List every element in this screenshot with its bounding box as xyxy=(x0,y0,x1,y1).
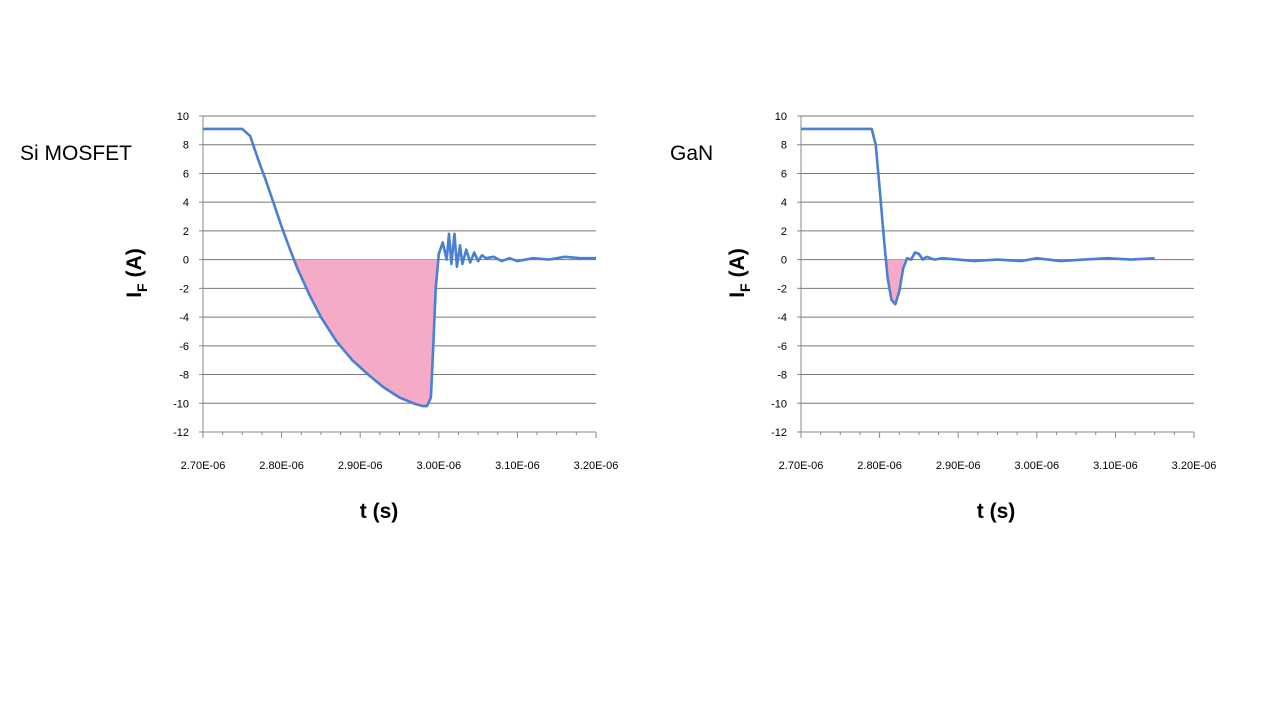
si-mosfet-current-line xyxy=(203,127,596,408)
gan-y-tick-label: -6 xyxy=(777,341,787,353)
si-mosfet-label: Si MOSFET xyxy=(20,142,132,165)
si-mosfet-y-tick-label: 0 xyxy=(183,255,189,267)
si-mosfet-x-tick-label: 2.80E-06 xyxy=(259,460,304,472)
gan-y-axis-subscript: F xyxy=(737,283,753,292)
si-mosfet-y-tick-label: -4 xyxy=(179,312,189,324)
si-mosfet-x-tick-label: 2.90E-06 xyxy=(338,460,383,472)
gan-y-tick-label: 8 xyxy=(781,140,787,152)
gan-x-tick-label: 3.00E-06 xyxy=(1014,460,1059,472)
gan-x-tick-label: 3.10E-06 xyxy=(1093,460,1138,472)
gan-y-tick-label: -12 xyxy=(771,427,787,439)
gan-x-axis-label: t (s) xyxy=(977,500,1016,523)
si-mosfet-y-axis-label: IF (A) xyxy=(123,248,150,298)
gan-y-tick-label: -10 xyxy=(771,398,787,410)
si-mosfet-y-tick-label: 10 xyxy=(177,111,189,123)
gan-y-tick-label: 4 xyxy=(781,197,787,209)
gan-y-tick-label: 6 xyxy=(781,168,787,180)
si-mosfet-x-tick-label: 3.00E-06 xyxy=(416,460,461,472)
gan-y-tick-label: -2 xyxy=(777,283,787,295)
gan-chart: GaN 10 8 6 4 2 0 -2 -4 -6 -8 -10 -12 2.70E-06 2.80E-0… xyxy=(670,111,1216,523)
si-mosfet-y-tick-label: -12 xyxy=(173,427,189,439)
si-mosfet-y-axis-symbol: I xyxy=(123,292,146,298)
si-mosfet-y-tick-label: -6 xyxy=(179,341,189,353)
si-mosfet-x-axis-label: t (s) xyxy=(360,500,399,523)
si-mosfet-y-tick-label: -10 xyxy=(173,398,189,410)
gan-y-axis-label: IF (A) xyxy=(726,248,753,298)
si-mosfet-y-axis-subscript: F xyxy=(134,283,150,292)
gan-y-tick-label: 0 xyxy=(781,255,787,267)
si-mosfet-x-tick-label: 3.10E-06 xyxy=(495,460,540,472)
si-mosfet-y-tick-label: 4 xyxy=(183,197,189,209)
gan-x-tick-label: 2.90E-06 xyxy=(936,460,981,472)
gan-y-axis-symbol: I xyxy=(726,292,749,298)
si-mosfet-y-tick-label: 2 xyxy=(183,226,189,238)
gan-label: GaN xyxy=(670,142,713,165)
si-mosfet-y-axis-unit: (A) xyxy=(123,248,146,277)
gan-y-axis-unit: (A) xyxy=(726,248,749,277)
si-mosfet-x-tick-label: 3.20E-06 xyxy=(574,460,619,472)
gan-y-tick-label: -8 xyxy=(777,370,787,382)
gan-x-tick-label: 3.20E-06 xyxy=(1172,460,1217,472)
si-mosfet-y-tick-label: 6 xyxy=(183,168,189,180)
si-mosfet-y-tick-label: -2 xyxy=(179,283,189,295)
si-mosfet-recovery-area xyxy=(293,259,439,407)
si-mosfet-chart: Si MOSFET 10 8 6 4 2 0 -2 -4 -6 -8 -10 -12 2.70E-06 2… xyxy=(20,111,618,523)
si-mosfet-x-tick-label: 2.70E-06 xyxy=(181,460,226,472)
gan-y-tick-label: 2 xyxy=(781,226,787,238)
si-mosfet-y-tick-label: 8 xyxy=(183,140,189,152)
gan-current-line xyxy=(801,127,1155,306)
gan-y-tick-label: 10 xyxy=(775,111,787,123)
gan-y-tick-label: -4 xyxy=(777,312,787,324)
gan-x-tick-label: 2.80E-06 xyxy=(857,460,902,472)
gan-x-tick-label: 2.70E-06 xyxy=(779,460,824,472)
si-mosfet-y-tick-label: -8 xyxy=(179,370,189,382)
